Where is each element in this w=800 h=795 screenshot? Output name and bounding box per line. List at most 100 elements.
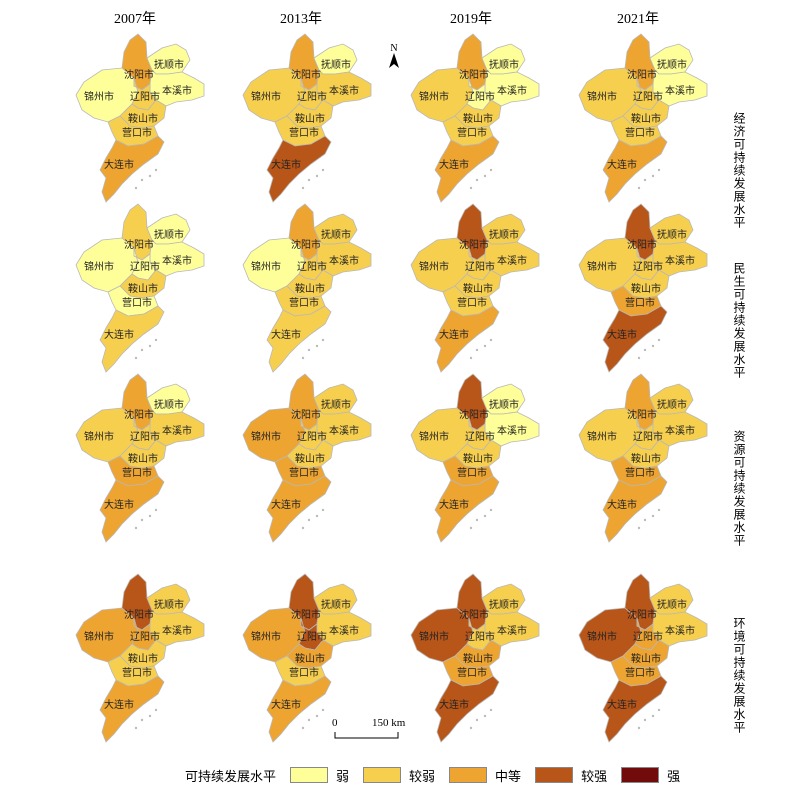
region-dalian [602,675,668,743]
legend-item-fairly-strong: 较强 [535,766,607,785]
city-label-dalian: 大连市 [607,698,637,711]
city-label-yingkou: 营口市 [122,296,152,309]
city-label-benxi: 本溪市 [665,424,695,437]
city-label-yingkou: 营口市 [289,466,319,479]
city-label-dalian: 大连市 [607,158,637,171]
island-dot [301,526,305,530]
city-label-dalian: 大连市 [104,328,134,341]
city-label-shenyang: 沈阳市 [291,608,321,621]
city-label-fushun: 抚顺市 [489,598,519,611]
city-label-shenyang: 沈阳市 [627,408,657,421]
city-label-fushun: 抚顺市 [657,398,687,411]
region-dalian [602,135,668,203]
city-label-liaoyang: 辽阳市 [465,260,495,273]
row-label-livelihood: 民生可持续发展水平 [732,261,746,379]
map-panel-environment-2: 沈阳市 抚顺市 锦州市 辽阳市 本溪市 鞍山市 营口市 大连市 [239,570,389,750]
island-dot [140,178,144,182]
city-label-anshan: 鞍山市 [295,652,325,665]
city-label-shenyang: 沈阳市 [627,238,657,251]
island-dot [307,348,311,352]
island-dot [475,348,479,352]
city-label-fushun: 抚顺市 [321,58,351,71]
island-dot [321,168,325,172]
city-label-fushun: 抚顺市 [657,598,687,611]
island-dot [307,178,311,182]
city-label-fushun: 抚顺市 [489,58,519,71]
region-dalian [99,305,165,373]
island-dot [651,714,655,718]
legend-item-weak: 弱 [290,766,349,785]
city-label-benxi: 本溪市 [665,624,695,637]
city-label-benxi: 本溪市 [497,424,527,437]
city-label-liaoyang: 辽阳市 [465,630,495,643]
year-header-3: 2019年 [450,12,492,27]
city-label-anshan: 鞍山市 [463,112,493,125]
city-label-shenyang: 沈阳市 [291,408,321,421]
city-label-dalian: 大连市 [439,328,469,341]
north-label: N [390,43,397,54]
region-dalian [99,675,165,743]
city-label-benxi: 本溪市 [162,624,192,637]
city-label-anshan: 鞍山市 [128,452,158,465]
legend-swatch-weak [290,767,329,783]
city-label-liaoyang: 辽阳市 [297,260,327,273]
legend-label-fairly-strong: 较强 [581,768,608,784]
city-label-liaoyang: 辽阳市 [465,430,495,443]
island-dot [154,708,158,712]
island-dot [637,186,641,190]
city-label-benxi: 本溪市 [162,424,192,437]
city-label-fushun: 抚顺市 [321,398,351,411]
city-label-yingkou: 营口市 [122,466,152,479]
region-dalian [602,305,668,373]
island-dot [140,348,144,352]
city-label-dalian: 大连市 [439,698,469,711]
island-dot [643,348,647,352]
year-header-4: 2021年 [617,12,659,27]
island-dot [134,356,138,360]
region-dalian [434,475,500,543]
legend-item-fairly-weak: 较弱 [363,766,435,785]
map-panel-environment-1: 沈阳市 抚顺市 锦州市 辽阳市 本溪市 鞍山市 营口市 大连市 [72,570,222,750]
island-dot [148,344,152,348]
city-label-liaoyang: 辽阳市 [633,260,663,273]
island-dot [651,514,655,518]
city-label-yingkou: 营口市 [625,466,655,479]
legend: 可持续发展水平 弱 较弱 中等 较强 强 [185,764,694,786]
year-header-2: 2013年 [280,12,322,27]
city-label-liaoyang: 辽阳市 [297,430,327,443]
island-dot [483,714,487,718]
north-arrow-icon [389,53,399,68]
island-dot [140,718,144,722]
city-label-fushun: 抚顺市 [489,398,519,411]
island-dot [301,726,305,730]
city-label-liaoyang: 辽阳市 [130,90,160,103]
city-label-benxi: 本溪市 [329,624,359,637]
island-dot [315,344,319,348]
island-dot [475,718,479,722]
row-label-environment: 环境可持续发展水平 [732,616,746,734]
city-label-fushun: 抚顺市 [321,598,351,611]
city-label-anshan: 鞍山市 [295,452,325,465]
island-dot [148,714,152,718]
map-panel-resource-2: 沈阳市 抚顺市 锦州市 辽阳市 本溪市 鞍山市 营口市 大连市 [239,370,389,550]
region-dalian [434,135,500,203]
city-label-dalian: 大连市 [607,328,637,341]
island-dot [307,518,311,522]
city-label-liaoyang: 辽阳市 [633,630,663,643]
city-label-jinzhou: 锦州市 [84,630,114,643]
island-dot [469,186,473,190]
region-dalian [266,675,332,743]
legend-item-strong: 强 [621,766,680,785]
island-dot [469,356,473,360]
island-dot [315,174,319,178]
city-label-anshan: 鞍山市 [631,652,661,665]
city-label-benxi: 本溪市 [329,84,359,97]
island-dot [134,726,138,730]
city-label-jinzhou: 锦州市 [251,90,281,103]
city-label-anshan: 鞍山市 [463,452,493,465]
city-label-jinzhou: 锦州市 [251,630,281,643]
island-dot [475,178,479,182]
city-label-fushun: 抚顺市 [154,598,184,611]
map-panel-resource-3: 沈阳市 抚顺市 锦州市 辽阳市 本溪市 鞍山市 营口市 大连市 [407,370,557,550]
city-label-liaoyang: 辽阳市 [297,90,327,103]
